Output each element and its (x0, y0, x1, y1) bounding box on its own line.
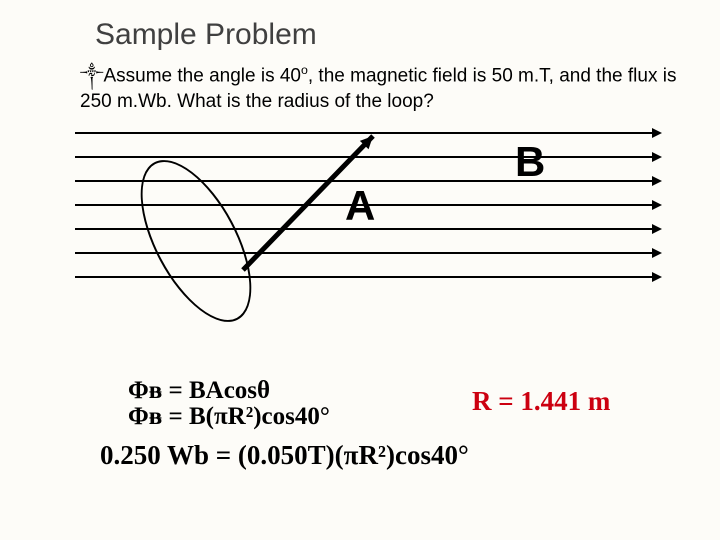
bullet-icon: ༒ (80, 65, 103, 85)
label-A: A (345, 182, 375, 230)
field-line-icon (75, 132, 660, 134)
field-line-icon (75, 180, 660, 182)
field-line-icon (75, 156, 660, 158)
label-B: B (515, 138, 545, 186)
field-diagram: A B (75, 130, 660, 330)
equation-line: Φᴃ = BAcosθ (128, 378, 330, 404)
slide-title: Sample Problem (95, 18, 317, 52)
equation-line: Φᴃ = B(πR²)cos40° (128, 404, 330, 430)
equation-flux-definition: Φᴃ = BAcosθΦᴃ = B(πR²)cos40° (128, 378, 330, 431)
field-line-icon (75, 228, 660, 230)
equation-substituted: 0.250 Wb = (0.050T)(πR²)cos40° (100, 440, 469, 471)
area-vector-icon (75, 130, 660, 330)
equation-answer: R = 1.441 m (472, 386, 610, 417)
problem-sup: o (301, 63, 308, 77)
problem-prefix: Assume the angle is 40 (103, 65, 301, 86)
problem-statement: ༒Assume the angle is 40o, the magnetic f… (80, 62, 705, 115)
field-line-icon (75, 276, 660, 278)
field-line-icon (75, 204, 660, 206)
field-line-icon (75, 252, 660, 254)
